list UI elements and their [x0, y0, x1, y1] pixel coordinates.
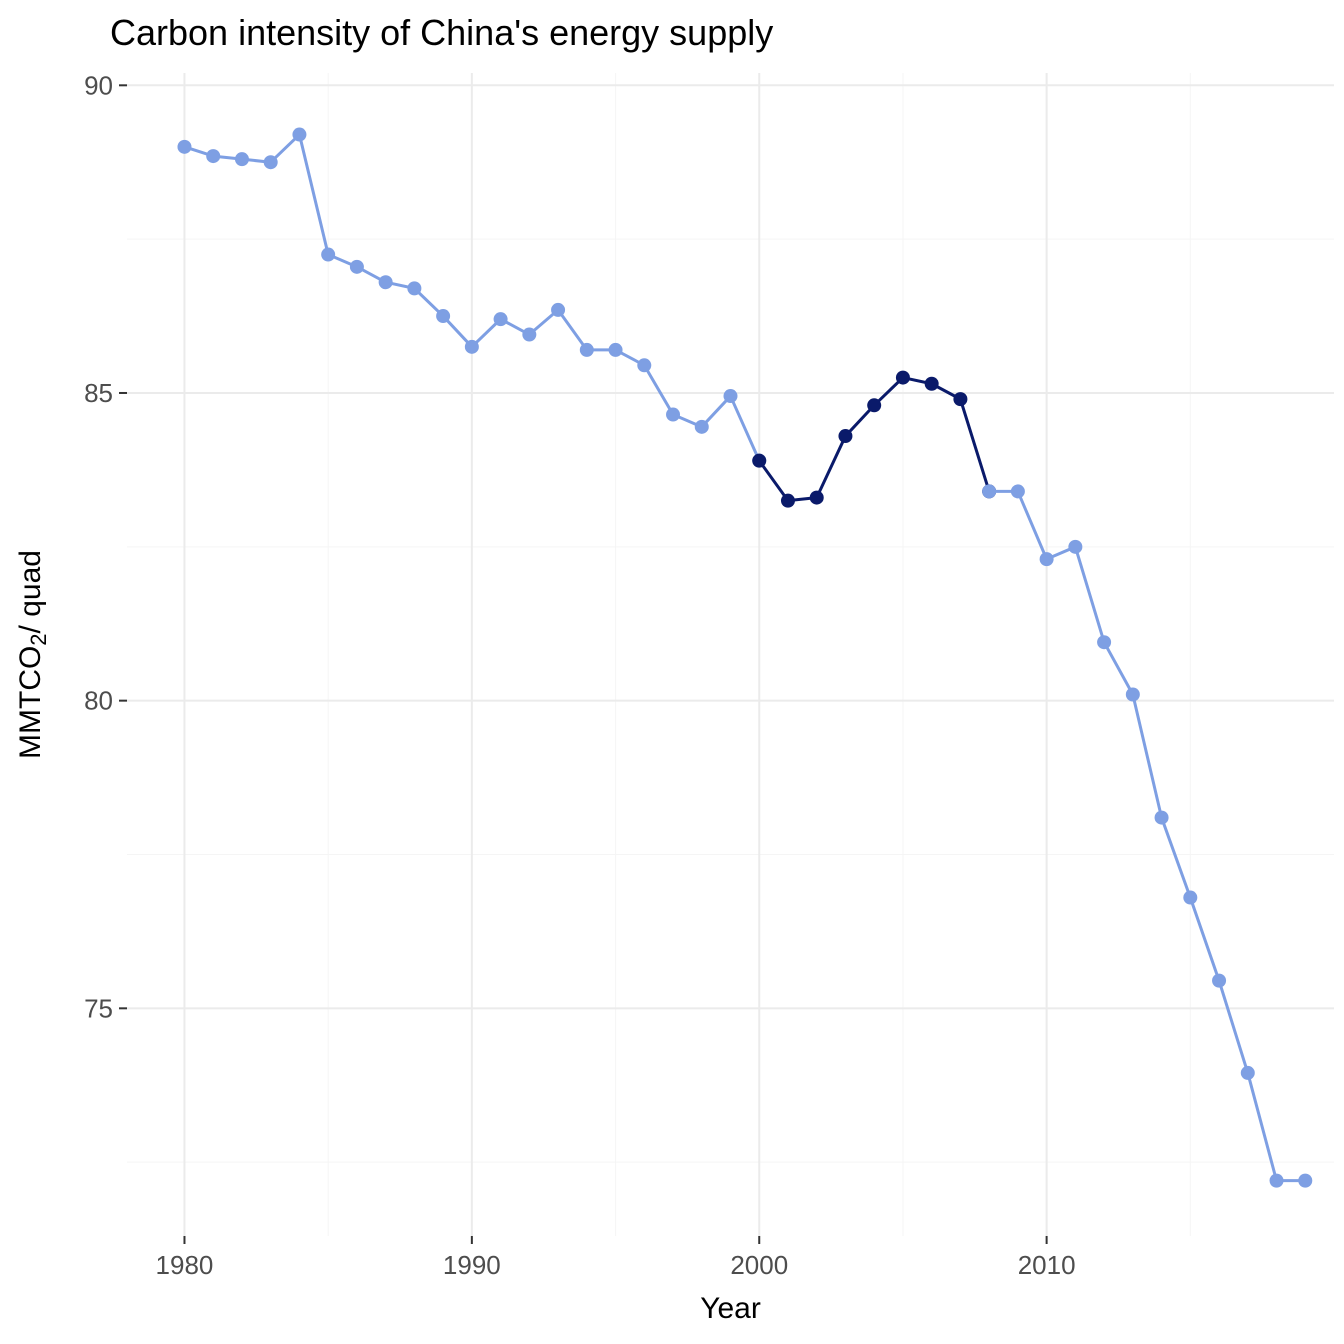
data-point [551, 303, 565, 317]
y-tick-label: 80 [84, 686, 113, 716]
data-point [465, 340, 479, 354]
data-point [1126, 687, 1140, 701]
data-point [177, 140, 191, 154]
data-point [1011, 484, 1025, 498]
y-tick-label: 85 [84, 378, 113, 408]
y-tick-label: 90 [84, 70, 113, 100]
data-point [1040, 552, 1054, 566]
line-chart: 1980 1990 2000 2010 75 80 85 90 Carbon intensity… [0, 0, 1344, 1344]
data-point [1183, 891, 1197, 905]
data-point [1155, 811, 1169, 825]
data-point [436, 309, 450, 323]
data-point [1270, 1174, 1284, 1188]
data-point [752, 454, 766, 468]
chart-title: Carbon intensity of China's energy suppl… [110, 12, 773, 53]
data-point [264, 155, 278, 169]
x-tick-label: 2000 [730, 1250, 788, 1280]
chart-container: 1980 1990 2000 2010 75 80 85 90 Carbon intensity… [0, 0, 1344, 1344]
data-point [522, 328, 536, 342]
data-point [1097, 635, 1111, 649]
data-point [206, 149, 220, 163]
data-point [1241, 1066, 1255, 1080]
data-point [982, 484, 996, 498]
data-point [695, 420, 709, 434]
data-point [1212, 974, 1226, 988]
x-tick-label: 1980 [156, 1250, 214, 1280]
data-point [407, 281, 421, 295]
data-point [781, 494, 795, 508]
data-point [724, 389, 738, 403]
data-point [1298, 1174, 1312, 1188]
x-tick-label: 1990 [443, 1250, 501, 1280]
data-point [867, 398, 881, 412]
x-tick-label: 2010 [1018, 1250, 1076, 1280]
data-point [1068, 540, 1082, 554]
data-point [379, 275, 393, 289]
x-axis-label: Year [700, 1292, 761, 1325]
data-point [494, 312, 508, 326]
data-point [580, 343, 594, 357]
data-point [838, 429, 852, 443]
data-point [810, 491, 824, 505]
data-point [321, 248, 335, 262]
data-point [609, 343, 623, 357]
y-axis-label: MMTCO2/ quad [14, 550, 51, 759]
data-point [350, 260, 364, 274]
y-tick-label: 75 [84, 993, 113, 1023]
data-point [637, 358, 651, 372]
data-point [292, 128, 306, 142]
data-point [953, 392, 967, 406]
data-point [925, 377, 939, 391]
data-point [235, 152, 249, 166]
data-point [896, 371, 910, 385]
data-point [666, 408, 680, 422]
